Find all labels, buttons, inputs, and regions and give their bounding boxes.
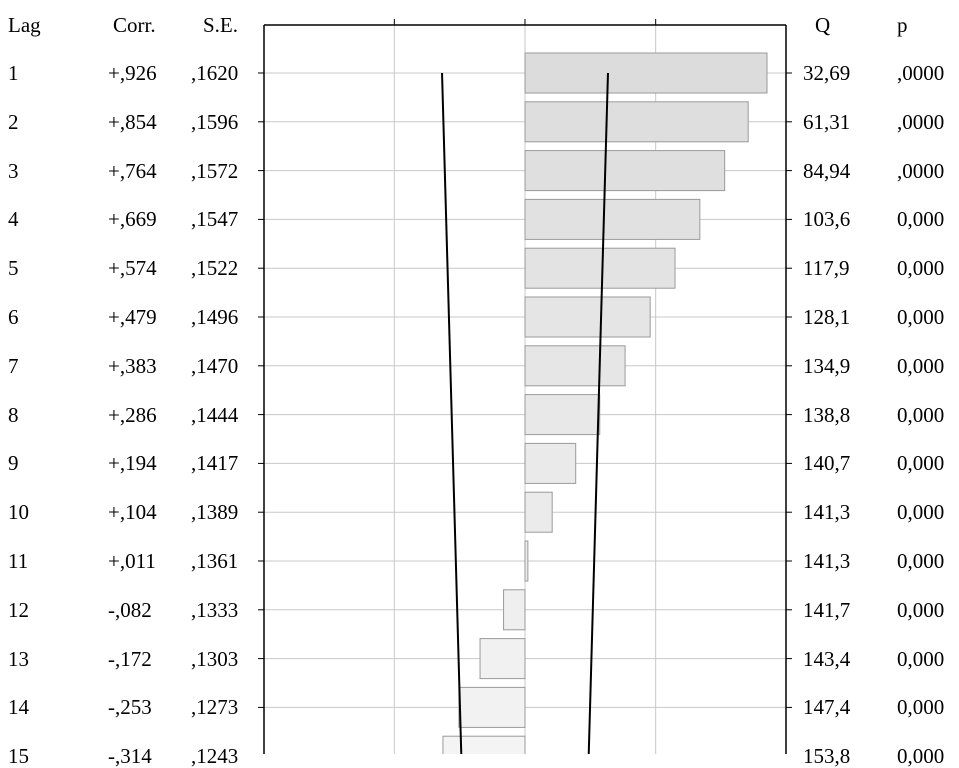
header-p: p	[897, 13, 908, 37]
acf-bar	[524, 296, 651, 338]
cell-lag: 2	[8, 109, 19, 134]
cell-corr: +,764	[108, 158, 157, 183]
cell-se: ,1417	[191, 451, 239, 476]
cell-q: 141,3	[803, 500, 851, 525]
cell-q: 138,8	[803, 402, 851, 427]
confidence-band	[441, 72, 609, 754]
cell-lag: 14	[8, 695, 29, 720]
acf-bar	[524, 491, 553, 533]
cell-q: 84,94	[803, 158, 851, 183]
cell-q: 143,4	[803, 646, 851, 671]
cell-corr: +,011	[108, 549, 156, 573]
cell-lag: 6	[8, 305, 19, 329]
cell-corr: +,926	[108, 61, 157, 85]
cell-p: 0,000	[897, 549, 945, 573]
acf-bar	[524, 198, 701, 240]
cell-q: 141,3	[803, 549, 851, 573]
cell-p: 0,000	[897, 451, 945, 476]
cell-p: 0,000	[897, 597, 945, 622]
cell-q: 140,7	[803, 451, 851, 476]
cell-se: ,1303	[191, 646, 239, 671]
acf-bar	[524, 345, 626, 387]
acf-bar	[458, 686, 526, 728]
cell-corr: +,669	[108, 207, 157, 232]
acf-bar	[442, 735, 526, 754]
cell-se: ,1596	[191, 109, 239, 134]
cell-q: 32,69	[803, 61, 851, 85]
cell-q: 128,1	[803, 305, 851, 329]
cell-lag: 12	[8, 597, 29, 622]
chart-bars	[442, 52, 768, 754]
cell-p: ,0000	[897, 158, 945, 183]
cell-q: 147,4	[803, 695, 851, 720]
cell-lag: 10	[8, 500, 29, 525]
cell-corr: +,479	[108, 305, 157, 329]
acf-bar	[479, 638, 526, 680]
cell-p: ,0000	[897, 61, 945, 85]
cell-corr: +,286	[108, 402, 157, 427]
cell-p: ,0000	[897, 109, 945, 134]
cell-p: 0,000	[897, 353, 945, 378]
cell-corr: +,194	[108, 451, 157, 476]
cell-p: 0,000	[897, 402, 945, 427]
cell-q: 61,31	[803, 109, 851, 134]
cell-lag: 1	[8, 61, 19, 85]
cell-se: ,1496	[191, 305, 239, 329]
chart-frame	[263, 24, 787, 754]
cell-lag: 7	[8, 353, 19, 378]
cell-lag: 11	[8, 549, 29, 573]
cell-p: 0,000	[897, 646, 945, 671]
cell-corr: +,104	[108, 500, 157, 525]
acf-bar	[524, 247, 676, 289]
cell-corr: -,082	[108, 597, 152, 622]
cell-lag: 13	[8, 646, 29, 671]
cell-se: ,1389	[191, 500, 239, 525]
cell-corr: -,172	[108, 646, 152, 671]
cell-lag: 8	[8, 402, 19, 427]
acf-bar	[524, 540, 529, 582]
header-corr: Corr.	[113, 13, 156, 37]
cell-p: 0,000	[897, 207, 945, 232]
acf-bar	[524, 52, 768, 94]
cell-corr: +,383	[108, 353, 157, 378]
cell-corr: -,253	[108, 695, 152, 720]
cell-se: ,1522	[191, 256, 239, 281]
acf-bar	[524, 442, 577, 484]
cell-p: 0,000	[897, 256, 945, 281]
cell-q: 141,7	[803, 597, 851, 622]
acf-bar	[524, 101, 749, 143]
header-q: Q	[815, 13, 831, 37]
header-lag: Lag	[8, 13, 41, 37]
header-se: S.E.	[203, 13, 239, 37]
cell-lag: 9	[8, 451, 19, 476]
cell-se: ,1620	[191, 61, 239, 85]
cell-q: 117,9	[803, 256, 850, 281]
cell-corr: +,574	[108, 256, 157, 281]
cell-se: ,1273	[191, 695, 239, 720]
cell-p: 0,000	[897, 305, 945, 329]
cell-se: ,1572	[191, 158, 239, 183]
cell-se: ,1361	[191, 549, 239, 573]
confidence-line-upper	[587, 72, 609, 754]
cell-se: ,1547	[191, 207, 239, 232]
cell-lag: 3	[8, 158, 19, 183]
cell-q: 103,6	[803, 207, 851, 232]
cell-corr: +,854	[108, 109, 157, 134]
cell-se: ,1444	[191, 402, 239, 427]
cell-se: ,1470	[191, 353, 239, 378]
acf-bar	[503, 589, 526, 631]
cell-q: 134,9	[803, 353, 851, 378]
cell-lag: 4	[8, 207, 19, 232]
acf-bar	[524, 150, 726, 192]
cell-p: 0,000	[897, 695, 945, 720]
cell-lag: 5	[8, 256, 19, 281]
cell-se: ,1333	[191, 597, 239, 622]
acf-bar	[524, 394, 601, 436]
cell-p: 0,000	[897, 500, 945, 525]
confidence-line-lower	[441, 72, 463, 754]
